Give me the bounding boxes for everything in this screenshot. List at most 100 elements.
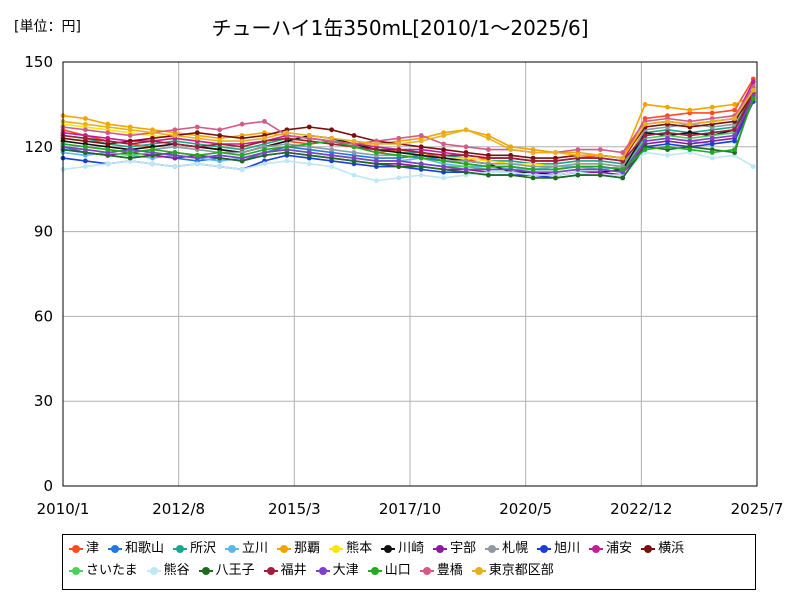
legend: 津 和歌山 所沢 立川 那覇 熊本 川崎 宇部 札幌 旭川 浦安 横浜 さいたま 熊谷 八王子 福井 大津 山口 豊… [62, 534, 756, 590]
data-point [687, 121, 693, 127]
x-tick-label: 2015/3 [268, 500, 321, 518]
legend-swatch [277, 545, 292, 553]
data-point [463, 161, 469, 167]
data-point [620, 150, 626, 155]
x-tick-label: 2022/12 [610, 500, 672, 518]
data-point [194, 144, 200, 150]
legend-label: 浦安 [606, 541, 633, 556]
data-point [709, 155, 715, 161]
data-point [217, 164, 223, 170]
data-point [172, 141, 178, 147]
x-tick-label: 2017/10 [379, 500, 441, 518]
data-point [194, 161, 200, 167]
series-line [62, 95, 754, 159]
data-point [306, 124, 312, 130]
data-point [418, 155, 424, 161]
y-tick-label: 60 [34, 307, 53, 325]
data-point [750, 96, 756, 102]
data-point [709, 119, 715, 124]
chart-title: チューハイ1缶350mL[2010/1～2025/6] [211, 16, 589, 40]
legend-label: 立川 [242, 541, 269, 556]
legend-item: 東京都区部 [471, 563, 554, 579]
legend-item: 宇部 [433, 541, 476, 557]
data-point [329, 135, 334, 141]
series-山口 [60, 96, 756, 172]
data-point [575, 164, 581, 170]
data-point [396, 158, 402, 164]
data-point [284, 130, 290, 136]
data-point [553, 167, 558, 172]
data-point [463, 152, 469, 158]
data-point [262, 119, 267, 124]
data-point [127, 155, 133, 161]
legend-items: 津 和歌山 所沢 立川 那覇 熊本 川崎 宇部 札幌 旭川 浦安 横浜 さいたま 熊谷 八王子 福井 大津 山口 豊… [69, 541, 751, 579]
data-point [217, 138, 223, 144]
data-point [351, 172, 357, 178]
data-point [732, 107, 737, 113]
legend-swatch [433, 545, 448, 553]
data-point [306, 133, 312, 138]
data-point [127, 133, 133, 138]
data-point [508, 147, 514, 153]
unit-label: [単位：円] [14, 19, 81, 35]
legend-swatch [315, 567, 330, 575]
y-tick-label: 150 [24, 53, 53, 71]
legend-swatch [225, 545, 240, 553]
legend-item: 豊橋 [419, 563, 463, 579]
data-point [642, 138, 648, 144]
data-point [83, 127, 88, 133]
legend-swatch [108, 545, 123, 553]
plot-frame [62, 61, 758, 487]
data-point [709, 150, 715, 155]
series-熊谷 [60, 150, 756, 184]
data-point [642, 133, 648, 138]
data-point [732, 147, 737, 153]
legend-item: 浦安 [589, 541, 632, 557]
data-point [687, 107, 693, 113]
legend-label: 宇部 [450, 541, 477, 556]
data-point [83, 158, 88, 164]
data-point [329, 147, 334, 153]
data-point [463, 167, 469, 172]
y-tick-label: 30 [34, 392, 53, 410]
data-point [172, 164, 178, 170]
data-point [127, 141, 133, 147]
series-line [62, 98, 755, 176]
legend-swatch [263, 567, 278, 575]
y-tick-label: 120 [24, 138, 53, 156]
legend-label: 熊谷 [163, 563, 190, 578]
data-point [83, 144, 88, 150]
data-point [441, 133, 446, 138]
legend-swatch [69, 567, 83, 575]
data-point [553, 150, 558, 155]
data-point [575, 152, 581, 158]
data-point [262, 147, 267, 153]
data-point [709, 141, 715, 147]
data-point [553, 175, 558, 181]
legend-swatch [198, 567, 213, 575]
data-point [620, 175, 626, 181]
data-point [239, 138, 245, 144]
data-point [217, 133, 223, 138]
legend-swatch [485, 545, 500, 553]
legend-swatch [381, 545, 396, 553]
data-point [239, 167, 245, 172]
series-line [62, 92, 755, 162]
data-point [620, 167, 626, 172]
data-point [105, 138, 111, 144]
legend-item: 那覇 [277, 541, 320, 557]
data-point [665, 130, 670, 136]
data-point [687, 133, 693, 138]
data-point [709, 104, 715, 110]
legend-label: さいたま [86, 563, 138, 578]
data-point [732, 116, 737, 121]
data-point [194, 130, 200, 136]
data-point [732, 102, 737, 107]
legend-label: 東京都区部 [488, 563, 554, 578]
data-point [665, 152, 670, 158]
data-point [508, 155, 514, 161]
data-point [127, 150, 133, 155]
data-point [463, 144, 469, 150]
data-point [508, 172, 514, 178]
data-point [306, 161, 312, 167]
